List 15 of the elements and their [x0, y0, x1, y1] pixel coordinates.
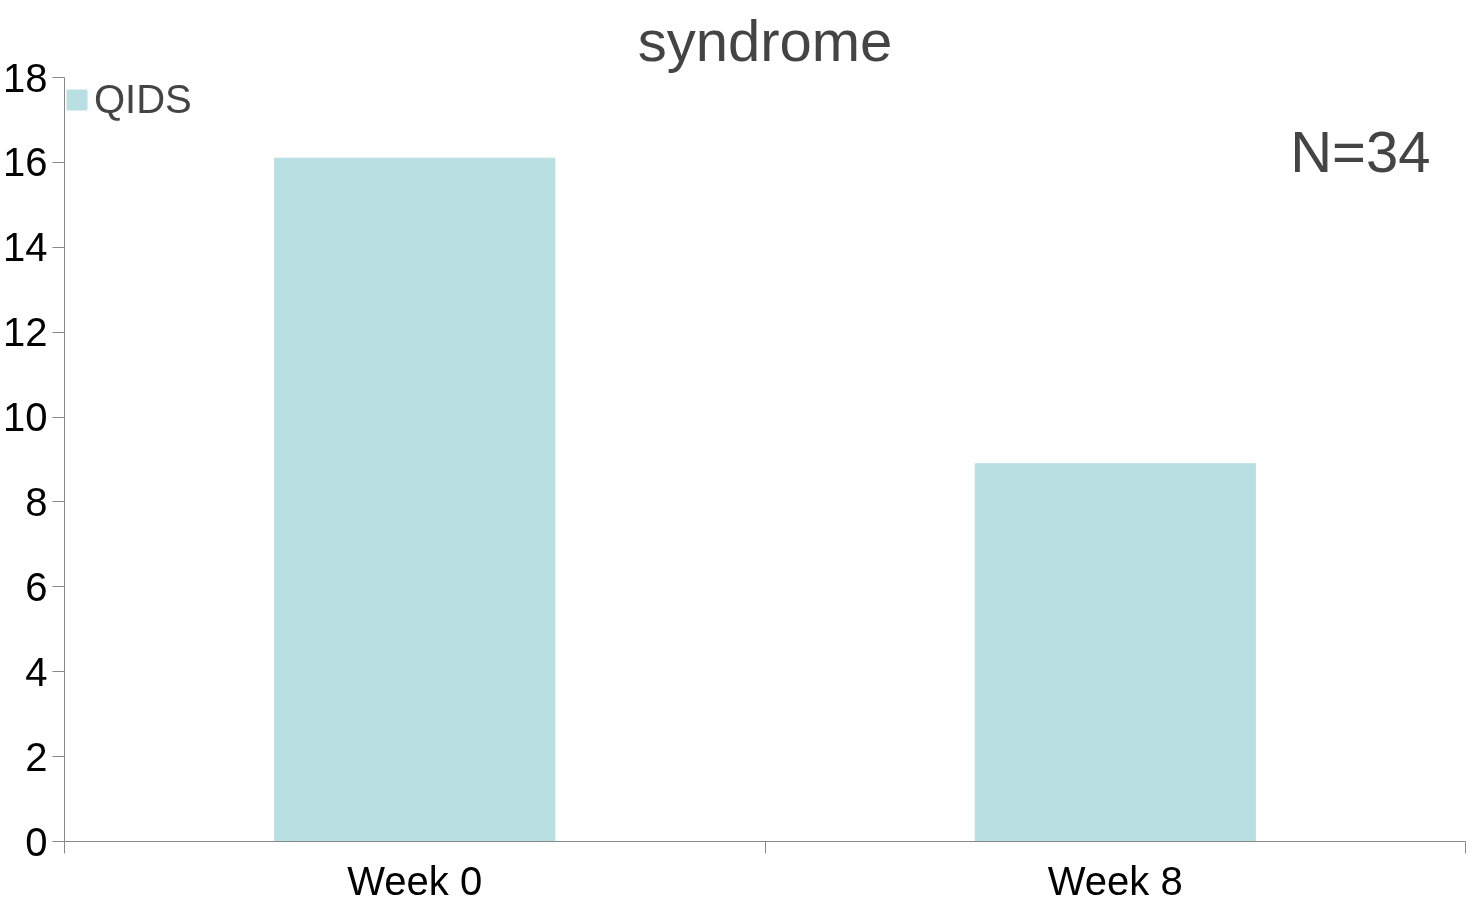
chart-title: syndrome [637, 7, 893, 73]
x-tick-label: Week 8 [1047, 858, 1183, 903]
y-tick-label: 14 [3, 225, 48, 270]
y-tick-label: 4 [25, 649, 48, 694]
y-tick-label: 12 [3, 310, 48, 355]
x-tick-label: Week 0 [347, 858, 483, 903]
annotation: N=34 [1290, 119, 1431, 185]
y-tick-label: 6 [25, 564, 48, 609]
y-tick-label: 2 [25, 734, 48, 779]
y-tick-label: 18 [3, 55, 48, 100]
y-tick-label: 10 [3, 395, 48, 440]
y-tick-label: 16 [3, 140, 48, 185]
y-tick-label: 0 [25, 819, 48, 864]
y-tick-label: 8 [25, 479, 48, 524]
legend-label: QIDS [94, 77, 192, 122]
